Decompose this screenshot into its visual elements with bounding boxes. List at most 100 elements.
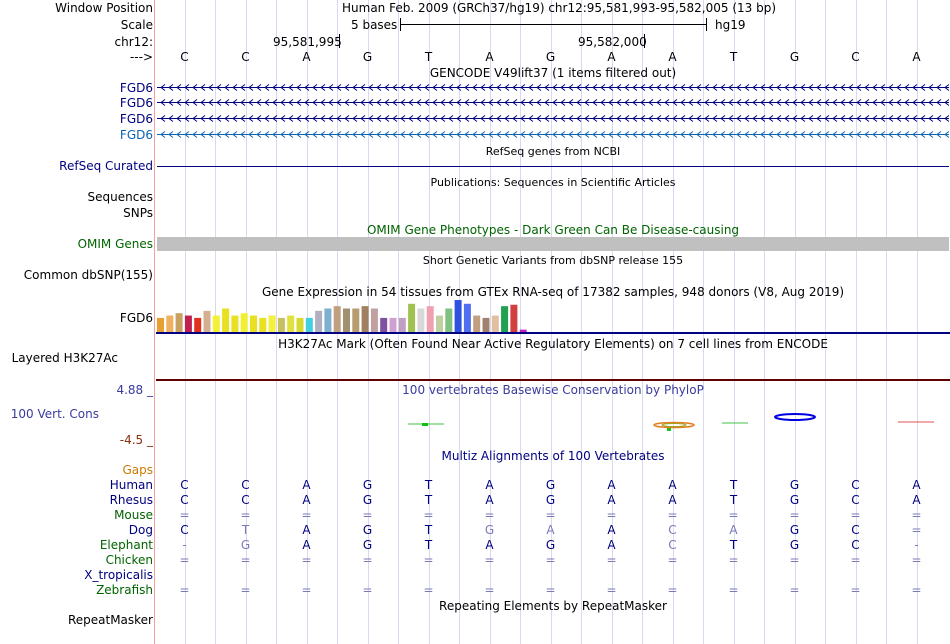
gtex-tissue-bar[interactable] [445, 308, 453, 333]
publications-sequences-label[interactable]: Sequences [87, 190, 153, 204]
alignment-base: T [424, 538, 433, 552]
gtex-tissue-bar[interactable] [231, 315, 239, 332]
repeatmasker-track-label[interactable]: RepeatMasker [67, 613, 153, 627]
species-label-dog[interactable]: Dog [128, 523, 153, 537]
gtex-tissue-bar[interactable] [389, 317, 397, 332]
gtex-tissue-bar[interactable] [166, 315, 174, 332]
alignment-base: = [423, 553, 434, 567]
phylop-track-label[interactable]: 100 Vert. Cons [10, 407, 99, 421]
gtex-tissue-bar[interactable] [491, 315, 499, 332]
reference-base: C [851, 50, 860, 64]
gtex-tissue-bar[interactable] [426, 306, 434, 332]
gencode-item-4-label[interactable]: FGD6 [119, 128, 153, 142]
gtex-tissue-bar[interactable] [343, 308, 350, 333]
reference-base: A [912, 50, 921, 64]
alignment-base: A [912, 478, 921, 492]
gtex-tissue-bar[interactable] [324, 308, 332, 333]
gencode-item-1-label[interactable]: FGD6 [119, 81, 153, 95]
gtex-tissue-bar[interactable] [352, 308, 360, 333]
gencode-item-3-label[interactable]: FGD6 [119, 112, 153, 126]
grid-line [276, 0, 277, 644]
grid-line [794, 0, 796, 644]
species-label-elephant[interactable]: Elephant [99, 538, 153, 552]
gtex-tissue-bar[interactable] [463, 303, 471, 332]
gtex-tissue-bar[interactable] [482, 317, 490, 332]
species-label-mouse[interactable]: Mouse [114, 508, 153, 522]
gtex-tissue-bar[interactable] [268, 315, 276, 332]
gtex-tissue-bar[interactable] [417, 308, 425, 333]
gtex-tissue-bar[interactable] [333, 306, 341, 332]
gtex-tissue-bar[interactable] [436, 315, 443, 332]
scale-bar [400, 24, 706, 25]
alignment-base: C [851, 538, 860, 552]
gtex-tissue-bar[interactable] [240, 313, 248, 332]
gencode-item-2-label[interactable]: FGD6 [119, 96, 153, 110]
gtex-tissue-bar[interactable] [259, 317, 267, 332]
species-label-rhesus[interactable]: Rhesus [109, 493, 153, 507]
gencode-item-4-feature[interactable] [157, 131, 949, 138]
refseq-track-label[interactable]: RefSeq Curated [59, 159, 153, 173]
species-label-chicken[interactable]: Chicken [105, 553, 153, 567]
gtex-tissue-bar[interactable] [194, 317, 202, 332]
gtex-tissue-bar[interactable] [501, 306, 509, 332]
gtex-tissue-bar[interactable] [287, 315, 295, 332]
alignment-base: = [484, 508, 495, 522]
window-position-text[interactable]: Human Feb. 2009 (GRCh37/hg19) chr12:95,5… [342, 1, 777, 15]
gtex-tissue-bar[interactable] [184, 315, 192, 332]
alignment-base: A [546, 523, 555, 537]
grid-line [825, 0, 826, 644]
reference-base: T [729, 50, 738, 64]
gencode-item-2-feature[interactable] [157, 99, 949, 106]
gtex-tissue-bar[interactable] [157, 317, 164, 332]
ruler-tick-2 [644, 34, 645, 48]
alignment-base: = [179, 553, 190, 567]
omim-feature-bar[interactable] [157, 237, 949, 251]
alignment-base: A [729, 523, 738, 537]
refseq-feature-line[interactable] [157, 166, 949, 167]
alignment-base: G [362, 478, 373, 492]
alignment-base: = [545, 583, 556, 597]
gtex-tissue-bar[interactable] [315, 310, 323, 332]
gtex-tissue-bar[interactable] [473, 315, 481, 332]
alignment-base: G [545, 478, 556, 492]
grid-line [550, 0, 552, 644]
gtex-tissue-bar[interactable] [222, 308, 230, 333]
dbsnp-track-label[interactable]: Common dbSNP(155) [23, 268, 153, 282]
gtex-tissue-bar[interactable] [510, 304, 518, 332]
gtex-tissue-bar[interactable] [408, 303, 416, 332]
gtex-tissue-bar[interactable] [398, 317, 406, 332]
gtex-bar-chart[interactable] [156, 300, 556, 332]
omim-track-label[interactable]: OMIM Genes [77, 237, 153, 251]
gtex-tissue-bar[interactable] [454, 300, 462, 332]
grid-line [855, 0, 857, 644]
gtex-tissue-bar[interactable] [380, 317, 388, 332]
gtex-tissue-bar[interactable] [296, 317, 304, 332]
alignment-base: T [241, 523, 250, 537]
alignment-base: = [850, 583, 861, 597]
gencode-item-3-feature[interactable] [157, 115, 949, 122]
alignment-base: = [789, 508, 800, 522]
alignment-base: T [729, 538, 738, 552]
h3k27ac-track-label[interactable]: Layered H3K27Ac [11, 351, 118, 365]
gtex-tissue-bar[interactable] [175, 313, 183, 332]
alignment-base: = [606, 508, 617, 522]
gencode-item-1-feature[interactable] [157, 84, 949, 91]
gtex-tissue-bar[interactable] [370, 308, 378, 333]
gtex-track-label[interactable]: FGD6 [119, 311, 153, 325]
alignment-base: A [607, 523, 616, 537]
species-label-zebrafish[interactable]: Zebrafish [96, 583, 153, 597]
species-label-human[interactable]: Human [109, 478, 153, 492]
phylop-signal[interactable] [156, 408, 950, 432]
gtex-tissue-bar[interactable] [277, 317, 285, 332]
gtex-tissue-bar[interactable] [250, 315, 257, 332]
gtex-tissue-bar[interactable] [519, 329, 527, 332]
gtex-tissue-bar[interactable] [203, 310, 211, 332]
alignment-base: C [180, 478, 189, 492]
gtex-tissue-bar[interactable] [361, 306, 369, 332]
alignment-base: = [911, 508, 922, 522]
gtex-tissue-bar[interactable] [305, 317, 313, 332]
gtex-tissue-bar[interactable] [212, 315, 220, 332]
species-label-x_tropicalis[interactable]: X_tropicalis [84, 568, 153, 582]
publications-snps-label[interactable]: SNPs [123, 206, 153, 220]
